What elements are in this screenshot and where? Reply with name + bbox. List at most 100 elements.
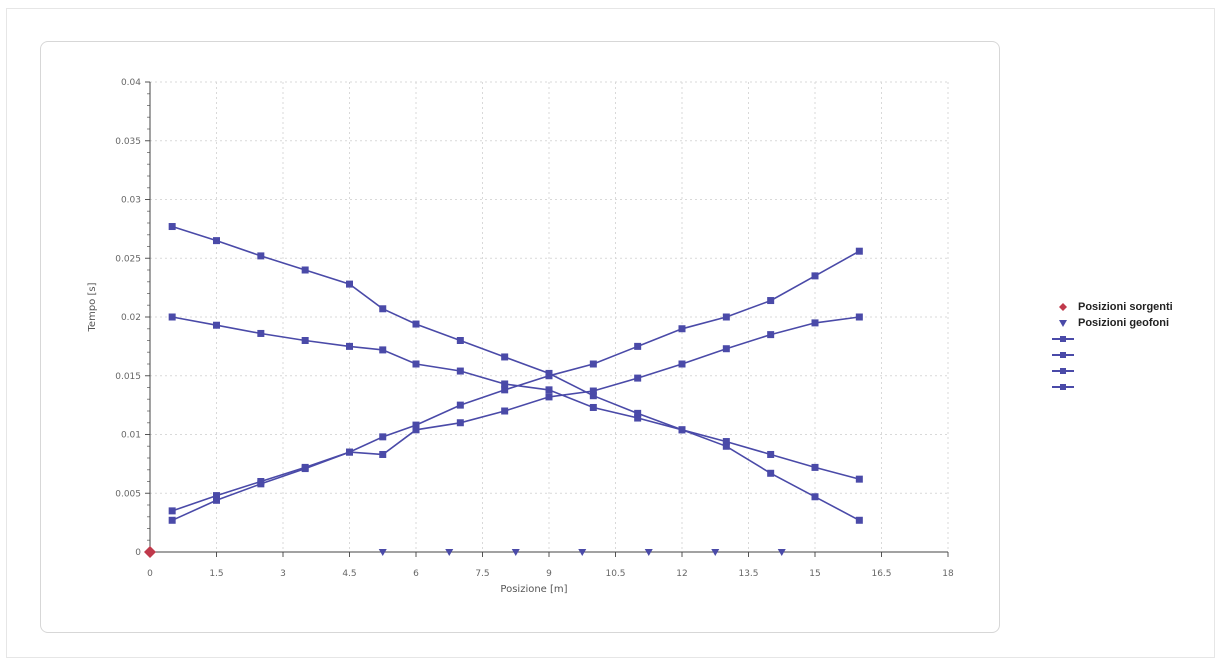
series-point — [501, 407, 509, 415]
x-tick-label: 12 — [676, 569, 687, 579]
series-point — [346, 280, 353, 288]
series-point — [722, 442, 730, 450]
series-point — [301, 266, 309, 274]
series-point — [722, 313, 730, 321]
series-point — [678, 325, 686, 333]
geophone-marker — [578, 549, 587, 556]
legend-item-source[interactable]: Posizioni sorgenti — [1052, 300, 1212, 314]
series-point — [412, 360, 420, 368]
series-point — [634, 414, 642, 422]
chart-markers — [144, 546, 786, 558]
series-point — [545, 393, 553, 401]
series-point — [168, 516, 176, 524]
x-tick-label: 9 — [546, 569, 552, 579]
chart-axes: 0 1.5 3 4.5 6 7.5 9 10.5 12 13.5 15 16.5 18 0 0.005 0.0… — [115, 78, 954, 579]
source-marker — [144, 546, 156, 558]
y-axis-label: Tempo [s] — [87, 282, 98, 332]
series-point — [213, 492, 220, 500]
series-point — [501, 386, 509, 394]
series-point — [678, 360, 686, 368]
series-point — [634, 374, 642, 382]
legend-swatch-series-icon — [1052, 334, 1074, 344]
series-point — [301, 463, 309, 471]
series-point — [456, 337, 464, 344]
x-tick-label: 10.5 — [605, 569, 625, 579]
series-point — [811, 493, 819, 501]
series-point — [168, 313, 176, 321]
y-tick-label: 0.035 — [115, 137, 141, 147]
geophone-marker — [445, 549, 454, 556]
y-tick-label: 0.02 — [121, 313, 141, 323]
series-point — [589, 392, 597, 400]
series-point — [501, 380, 509, 388]
series-point — [213, 237, 220, 245]
x-tick-label: 3 — [280, 569, 286, 579]
y-tick-label: 0.005 — [115, 489, 141, 499]
legend-swatch-series-icon — [1052, 366, 1074, 376]
legend-label: Posizioni sorgenti — [1078, 301, 1173, 313]
series-point — [501, 353, 509, 361]
y-tick-label: 0 — [135, 548, 141, 558]
geophone-marker — [378, 549, 387, 556]
series-point — [412, 421, 420, 429]
y-tick-label: 0.03 — [121, 196, 141, 206]
series-point — [379, 433, 387, 441]
legend-swatch-geophone-icon — [1052, 318, 1074, 328]
series-point — [811, 319, 819, 327]
chart-legend: Posizioni sorgenti Posizioni geofoni — [1052, 300, 1212, 396]
x-tick-label: 16.5 — [871, 569, 891, 579]
series-point — [412, 320, 420, 328]
x-tick-label: 4.5 — [342, 569, 356, 579]
geophone-marker — [711, 549, 720, 556]
x-tick-label: 18 — [942, 569, 954, 579]
chart-grid — [150, 81, 949, 552]
series-line-2 — [172, 316, 860, 480]
legend-item-series[interactable] — [1052, 380, 1212, 394]
series-point — [456, 401, 464, 409]
x-tick-label: 6 — [413, 569, 419, 579]
series-point — [545, 386, 553, 394]
series-point — [811, 463, 819, 471]
series-point — [257, 478, 265, 485]
legend-item-series[interactable] — [1052, 332, 1212, 346]
x-axis-label: Posizione [m] — [500, 584, 567, 595]
series-point — [634, 409, 642, 417]
series-point — [855, 516, 863, 524]
y-tick-label: 0.025 — [115, 254, 141, 264]
series-point — [855, 313, 863, 321]
series-point — [456, 367, 464, 375]
x-tick-label: 0 — [147, 569, 153, 579]
series-point — [589, 360, 597, 368]
geophone-marker — [511, 549, 520, 556]
series-point — [379, 450, 387, 458]
series-point — [589, 403, 597, 411]
series-point — [456, 419, 464, 427]
x-tick-label: 15 — [809, 569, 820, 579]
series-point — [767, 297, 775, 305]
series-line-3 — [171, 250, 860, 522]
y-tick-label: 0.01 — [121, 431, 141, 441]
series-point — [767, 469, 775, 477]
series-point — [412, 426, 420, 434]
series-point — [722, 345, 730, 353]
legend-item-series[interactable] — [1052, 364, 1212, 378]
legend-item-series[interactable] — [1052, 348, 1212, 362]
series-point — [678, 426, 686, 434]
chart-card — [40, 41, 1000, 633]
x-tick-label: 7.5 — [475, 569, 489, 579]
legend-swatch-series-icon — [1052, 350, 1074, 360]
x-tick-label: 1.5 — [209, 569, 223, 579]
series-point — [722, 438, 730, 446]
legend-swatch-source-icon — [1052, 302, 1074, 312]
series-point — [168, 223, 176, 231]
series-line-4 — [171, 316, 860, 512]
geophone-marker — [644, 549, 653, 556]
x-tick-label: 13.5 — [738, 569, 758, 579]
series-point — [811, 272, 819, 280]
legend-label: Posizioni geofoni — [1078, 317, 1170, 329]
legend-item-geophone[interactable]: Posizioni geofoni — [1052, 316, 1212, 330]
series-point — [634, 342, 642, 350]
series-point — [213, 496, 220, 504]
legend-swatch-series-icon — [1052, 382, 1074, 392]
